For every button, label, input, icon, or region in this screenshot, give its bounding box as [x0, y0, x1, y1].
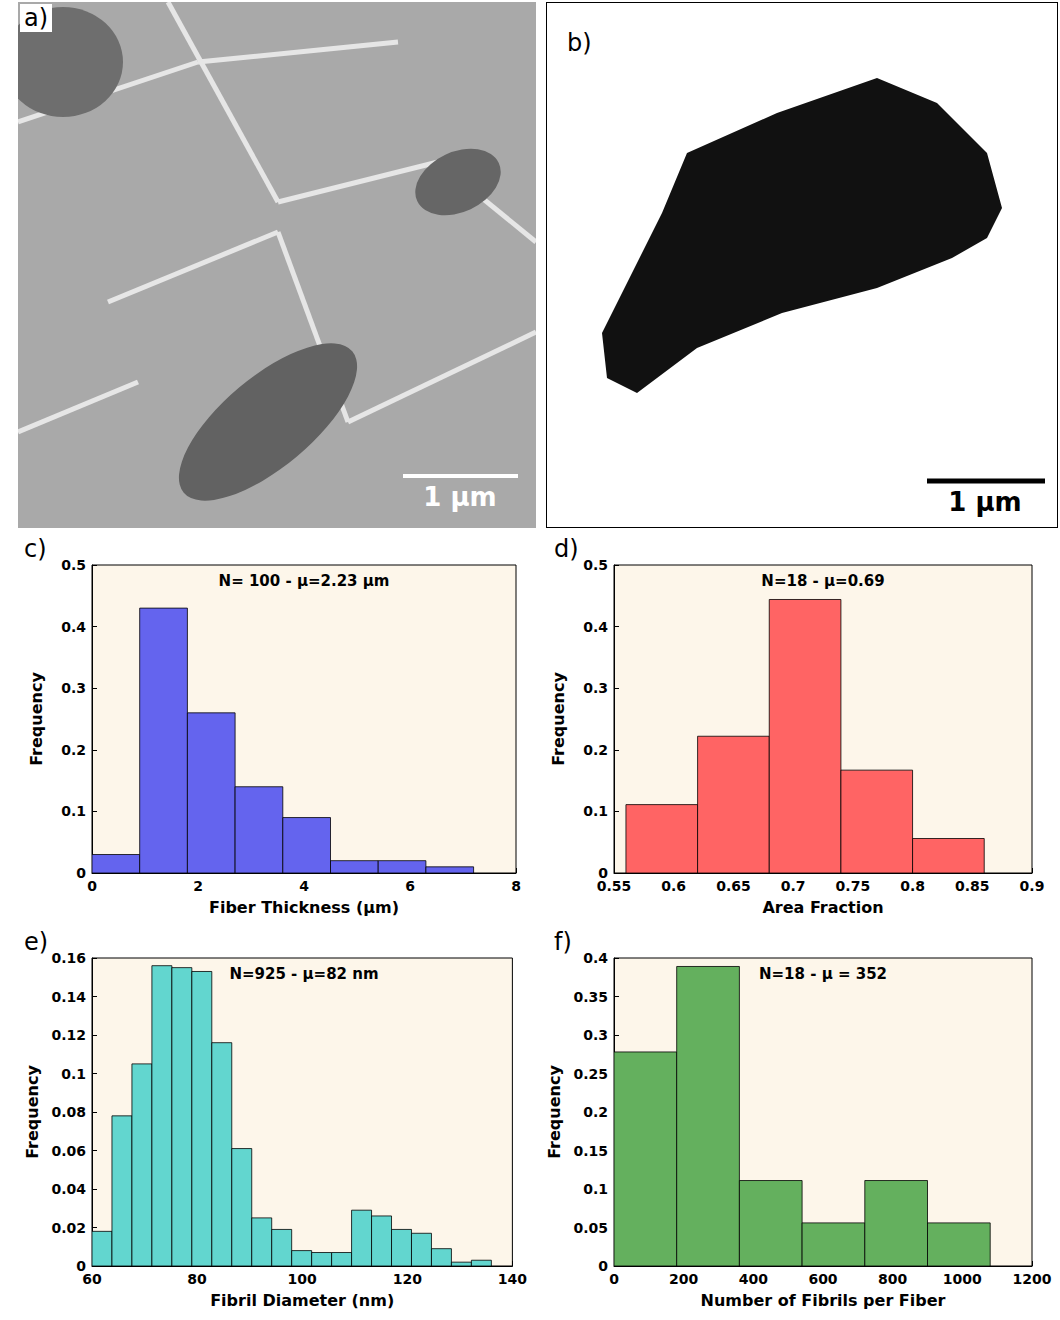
svg-text:0.5: 0.5: [61, 557, 86, 573]
svg-text:0.4: 0.4: [61, 619, 86, 635]
svg-text:Fiber Thickness (μm): Fiber Thickness (μm): [209, 898, 399, 917]
html-text:a): a): [24, 4, 49, 32]
svg-text:0.25: 0.25: [573, 1066, 608, 1082]
svg-text:0.2: 0.2: [583, 742, 608, 758]
svg-text:0: 0: [598, 865, 608, 881]
svg-text:600: 600: [808, 1271, 837, 1287]
svg-text:0.06: 0.06: [51, 1143, 86, 1159]
html-text:e): e): [24, 928, 49, 956]
svg-text:Number of Fibrils per Fiber: Number of Fibrils per Fiber: [701, 1291, 946, 1310]
svg-text:0.12: 0.12: [51, 1027, 86, 1043]
svg-text:0.3: 0.3: [61, 680, 86, 696]
svg-text:60: 60: [82, 1271, 102, 1287]
svg-text:0.85: 0.85: [955, 878, 990, 894]
svg-text:0: 0: [76, 1258, 86, 1274]
svg-text:0.65: 0.65: [716, 878, 751, 894]
svg-text:0.16: 0.16: [51, 950, 86, 966]
svg-text:0.3: 0.3: [583, 1027, 608, 1043]
svg-text:0.04: 0.04: [51, 1181, 86, 1197]
svg-text:N=925 - μ=82 nm: N=925 - μ=82 nm: [229, 965, 378, 983]
svg-text:0.8: 0.8: [900, 878, 925, 894]
svg-text:0: 0: [87, 878, 97, 894]
svg-text:0.08: 0.08: [51, 1104, 86, 1120]
svg-text:0.1: 0.1: [583, 1181, 608, 1197]
svg-text:0.1: 0.1: [61, 1066, 86, 1082]
html-text:c): c): [24, 535, 47, 563]
svg-text:0: 0: [598, 1258, 608, 1274]
svg-text:140: 140: [498, 1271, 527, 1287]
svg-text:8: 8: [511, 878, 521, 894]
svg-text:800: 800: [878, 1271, 907, 1287]
svg-text:Fibril Diameter (nm): Fibril Diameter (nm): [210, 1291, 394, 1310]
svg-text:N=18 - μ = 352: N=18 - μ = 352: [759, 965, 887, 983]
svg-text:80: 80: [187, 1271, 207, 1287]
svg-text:1200: 1200: [1013, 1271, 1052, 1287]
svg-text:0.9: 0.9: [1020, 878, 1045, 894]
svg-text:0.3: 0.3: [583, 680, 608, 696]
svg-text:4: 4: [299, 878, 309, 894]
svg-text:100: 100: [288, 1271, 317, 1287]
html-text:f): f): [554, 928, 572, 956]
svg-text:0.75: 0.75: [836, 878, 871, 894]
svg-text:Frequency: Frequency: [545, 1065, 564, 1159]
svg-text:0.2: 0.2: [61, 742, 86, 758]
svg-text:6: 6: [405, 878, 415, 894]
svg-text:120: 120: [393, 1271, 422, 1287]
html-text:1 μm: 1 μm: [423, 482, 497, 512]
svg-text:2: 2: [193, 878, 203, 894]
html-text:b): b): [567, 29, 592, 57]
svg-text:0.02: 0.02: [51, 1220, 86, 1236]
svg-text:0.6: 0.6: [661, 878, 686, 894]
html-text:1 μm: 1 μm: [948, 487, 1022, 517]
svg-text:400: 400: [739, 1271, 768, 1287]
svg-text:0.7: 0.7: [781, 878, 806, 894]
svg-text:0.4: 0.4: [583, 950, 608, 966]
svg-text:0: 0: [76, 865, 86, 881]
svg-text:0.4: 0.4: [583, 619, 608, 635]
svg-text:0.14: 0.14: [51, 989, 86, 1005]
svg-text:Frequency: Frequency: [27, 672, 46, 766]
html-text:d): d): [554, 535, 579, 563]
svg-text:N=18 - μ=0.69: N=18 - μ=0.69: [761, 572, 884, 590]
svg-text:1000: 1000: [943, 1271, 982, 1287]
svg-text:Frequency: Frequency: [549, 672, 568, 766]
svg-text:0.35: 0.35: [573, 989, 608, 1005]
svg-text:0.1: 0.1: [583, 803, 608, 819]
svg-text:0.1: 0.1: [61, 803, 86, 819]
svg-text:0.15: 0.15: [573, 1143, 608, 1159]
svg-text:0.55: 0.55: [597, 878, 632, 894]
svg-text:0.05: 0.05: [573, 1220, 608, 1236]
svg-text:N= 100 - μ=2.23 μm: N= 100 - μ=2.23 μm: [219, 572, 390, 590]
svg-text:Area Fraction: Area Fraction: [762, 898, 883, 917]
svg-text:0.5: 0.5: [583, 557, 608, 573]
svg-text:0: 0: [609, 1271, 619, 1287]
svg-text:200: 200: [669, 1271, 698, 1287]
svg-text:0.2: 0.2: [583, 1104, 608, 1120]
svg-text:Frequency: Frequency: [23, 1065, 42, 1159]
